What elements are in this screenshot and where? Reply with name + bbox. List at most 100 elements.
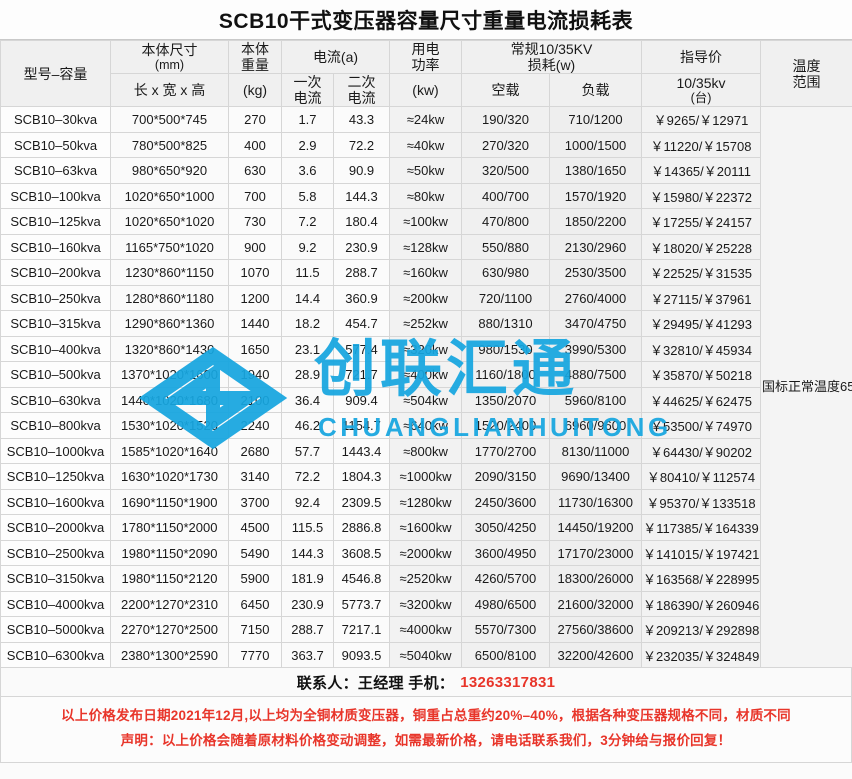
cell-dimension: 1780*1150*2000 (110, 514, 229, 541)
cell-model: SCB10–63kva (0, 157, 111, 184)
cell-model: SCB10–50kva (0, 131, 111, 159)
table-row: SCB10–4000kva 2200*1270*2310 6450 230.9 5773… (0, 590, 852, 618)
cell-price: ￥53500/￥74970 (641, 412, 761, 439)
cell-power: ≈24kw (389, 106, 462, 133)
cell-dimension: 700*500*745 (110, 106, 229, 133)
cell-noload-loss: 2450/3600 (461, 488, 550, 516)
cell-weight: 1650 (228, 335, 282, 363)
contact-phone[interactable]: 13263317831 (460, 673, 556, 691)
cell-dimension: 1530*1020*1520 (110, 412, 229, 439)
col-header-power-unit: (kw) (389, 73, 462, 108)
cell-dimension: 1630*1020*1730 (110, 463, 229, 490)
cell-secondary-current: 180.4 (333, 208, 390, 235)
cell-price: ￥209213/￥292898 (641, 616, 761, 643)
cell-power: ≈128kw (389, 233, 462, 261)
cell-price: ￥9265/￥12971 (641, 106, 761, 133)
cell-primary-current: 11.5 (281, 259, 334, 286)
cell-power: ≈640kw (389, 412, 462, 439)
temp-title-2: 范围 (792, 73, 821, 90)
cell-weight: 630 (228, 157, 282, 184)
cell-primary-current: 181.9 (281, 565, 334, 592)
cell-noload-loss: 5570/7300 (461, 616, 550, 643)
cell-load-loss: 1000/1500 (549, 131, 642, 159)
cell-model: SCB10–250kva (0, 284, 111, 312)
cell-secondary-current: 144.3 (333, 182, 390, 210)
cell-load-loss: 1380/1650 (549, 157, 642, 184)
cell-primary-current: 363.7 (281, 641, 334, 669)
power-title-2: 功率 (411, 57, 440, 74)
cell-price: ￥95370/￥133518 (641, 488, 761, 516)
cell-noload-loss: 4980/6500 (461, 590, 550, 618)
table-row: SCB10–50kva 780*500*825 400 2.9 72.2 ≈40kw 270… (0, 131, 852, 159)
page-title-bar: SCB10干式变压器容量尺寸重量电流损耗表 (0, 0, 852, 40)
cell-model: SCB10–1600kva (0, 488, 111, 516)
cell-secondary-current: 230.9 (333, 233, 390, 261)
cell-price: ￥117385/￥164339 (641, 514, 761, 541)
col-header-dimension-sub: 长 x 宽 x 高 (110, 73, 229, 108)
cell-primary-current: 57.7 (281, 437, 334, 465)
cell-power: ≈1280kw (389, 488, 462, 516)
cell-dimension: 2200*1270*2310 (110, 590, 229, 618)
header-row-1: 型号–容量 本体尺寸 (mm) 本体 重量 电流(a) 用电 功率 常规10/3… (0, 39, 852, 108)
table-row: SCB10–400kva 1320*860*1430 1650 23.1 577.4 ≈3… (0, 335, 852, 363)
cell-noload-loss: 880/1310 (461, 310, 550, 337)
cell-price: ￥27115/￥37961 (641, 284, 761, 312)
cell-temperature-note: 国标正常温度65°超出温度风机循环散热。 (760, 106, 852, 669)
weight-title-1: 本体 (241, 41, 269, 57)
cell-primary-current: 72.2 (281, 463, 334, 490)
cell-noload-loss: 980/1530 (461, 335, 550, 363)
dimension-unit: (mm) (154, 57, 185, 72)
cell-price: ￥44625/￥62475 (641, 386, 761, 414)
table-row: SCB10–5000kva 2270*1270*2500 7150 288.7 7217… (0, 616, 852, 643)
cell-primary-current: 18.2 (281, 310, 334, 337)
table-row: SCB10–63kva 980*650*920 630 3.6 90.9 ≈50kw 320… (0, 157, 852, 184)
cell-model: SCB10–2000kva (0, 514, 111, 541)
cell-primary-current: 9.2 (281, 233, 334, 261)
cell-load-loss: 3470/4750 (549, 310, 642, 337)
cell-load-loss: 14450/19200 (549, 514, 642, 541)
cell-dimension: 1980*1150*2120 (110, 565, 229, 592)
cell-load-loss: 2530/3500 (549, 259, 642, 286)
cell-power: ≈40kw (389, 131, 462, 159)
cell-power: ≈4000kw (389, 616, 462, 643)
cell-dimension: 1280*860*1180 (110, 284, 229, 312)
cell-noload-loss: 190/320 (461, 106, 550, 133)
cell-power: ≈1000kw (389, 463, 462, 490)
cell-power: ≈800kw (389, 437, 462, 465)
cell-weight: 700 (228, 182, 282, 210)
cell-model: SCB10–30kva (0, 106, 111, 133)
cell-weight: 5490 (228, 539, 282, 567)
cell-price: ￥232035/￥324849 (641, 641, 761, 669)
table-head: 型号–容量 本体尺寸 (mm) 本体 重量 电流(a) 用电 功率 常规10/3… (0, 39, 852, 108)
cell-noload-loss: 550/880 (461, 233, 550, 261)
col-header-dimension: 本体尺寸 (mm) (110, 39, 229, 75)
cell-secondary-current: 2309.5 (333, 488, 390, 516)
cell-dimension: 1585*1020*1640 (110, 437, 229, 465)
cell-noload-loss: 470/800 (461, 208, 550, 235)
cell-weight: 7150 (228, 616, 282, 643)
cell-primary-current: 46.2 (281, 412, 334, 439)
cell-price: ￥22525/￥31535 (641, 259, 761, 286)
cell-dimension: 980*650*920 (110, 157, 229, 184)
page-title: SCB10干式变压器容量尺寸重量电流损耗表 (218, 9, 634, 33)
cell-dimension: 1320*860*1430 (110, 335, 229, 363)
cell-primary-current: 144.3 (281, 539, 334, 567)
table-row: SCB10–6300kva 2380*1300*2590 7770 363.7 9093… (0, 641, 852, 669)
cell-secondary-current: 2886.8 (333, 514, 390, 541)
table-row: SCB10–125kva 1020*650*1020 730 7.2 180.4 ≈100… (0, 208, 852, 235)
cell-model: SCB10–800kva (0, 412, 111, 439)
cell-dimension: 2270*1270*2500 (110, 616, 229, 643)
cell-weight: 6450 (228, 590, 282, 618)
table-row: SCB10–2000kva 1780*1150*2000 4500 115.5 2886… (0, 514, 852, 541)
contact-row: 联系人：王经理 手机： 13263317831 (0, 668, 852, 698)
cell-secondary-current: 5773.7 (333, 590, 390, 618)
cell-load-loss: 17170/23000 (549, 539, 642, 567)
cell-primary-current: 14.4 (281, 284, 334, 312)
dimension-title: 本体尺寸 (141, 41, 198, 58)
cell-weight: 400 (228, 131, 282, 159)
cell-power: ≈400kw (389, 361, 462, 388)
table-row: SCB10–1000kva 1585*1020*1640 2680 57.7 1443.… (0, 437, 852, 465)
cell-price: ￥18020/￥25228 (641, 233, 761, 261)
notice-line-2: 声明：以上价格会随着原材料价格变动调整，如需最新价格，请电话联系我们，3分钟给与… (120, 733, 732, 749)
cell-model: SCB10–125kva (0, 208, 111, 235)
